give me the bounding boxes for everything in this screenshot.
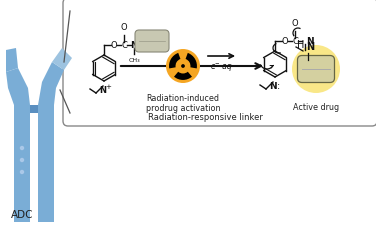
Text: N: N: [100, 86, 106, 95]
Text: N: N: [269, 82, 277, 91]
Polygon shape: [38, 105, 54, 222]
Text: O: O: [111, 41, 117, 50]
FancyBboxPatch shape: [63, 0, 376, 126]
Text: Radiation-induced
prodrug activation: Radiation-induced prodrug activation: [146, 94, 220, 114]
Circle shape: [20, 170, 24, 174]
Circle shape: [292, 45, 340, 93]
Text: N: N: [130, 41, 138, 50]
Text: Radiation-responsive linker: Radiation-responsive linker: [148, 113, 263, 122]
Polygon shape: [6, 48, 18, 72]
Polygon shape: [38, 62, 64, 105]
Text: N: N: [306, 37, 314, 46]
Polygon shape: [52, 48, 72, 70]
Text: :: :: [277, 81, 280, 91]
Text: CH₃: CH₃: [128, 58, 140, 63]
Text: O: O: [292, 19, 298, 28]
Circle shape: [20, 158, 24, 162]
Text: O: O: [121, 23, 127, 32]
Wedge shape: [174, 72, 192, 80]
Circle shape: [166, 49, 200, 83]
Circle shape: [181, 64, 185, 68]
Text: C: C: [121, 41, 127, 50]
Circle shape: [178, 61, 188, 71]
Text: −: −: [214, 60, 219, 65]
Text: O: O: [282, 37, 288, 46]
Text: ADC: ADC: [11, 210, 33, 220]
Text: +: +: [105, 84, 111, 90]
Text: H: H: [297, 40, 304, 50]
Text: Active drug: Active drug: [293, 103, 339, 112]
FancyBboxPatch shape: [297, 55, 335, 83]
Polygon shape: [14, 105, 30, 222]
Wedge shape: [186, 53, 197, 68]
Polygon shape: [6, 68, 30, 105]
Circle shape: [20, 146, 24, 150]
Polygon shape: [30, 105, 38, 113]
Text: C: C: [292, 37, 298, 46]
Wedge shape: [169, 53, 180, 68]
FancyBboxPatch shape: [135, 30, 169, 52]
Text: N: N: [306, 42, 314, 52]
Text: e⁻ aq: e⁻ aq: [211, 62, 232, 71]
